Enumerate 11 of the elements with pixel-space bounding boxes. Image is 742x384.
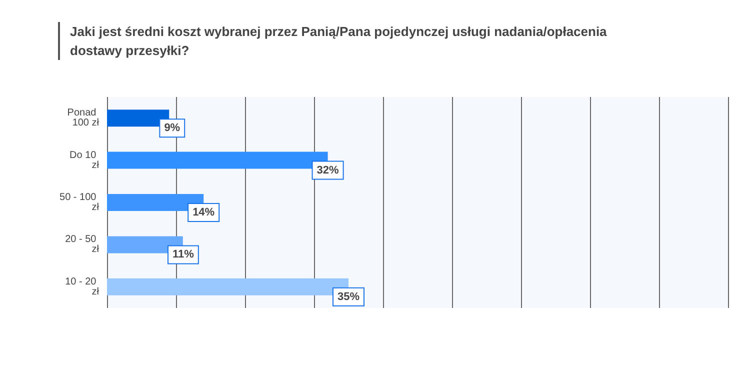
chart-title: Jaki jest średni koszt wybranej przez Panią/Pana pojedynczej usługi nadania/opłacenia dostawy przesyłki?	[58, 22, 650, 60]
data-label: 32%	[316, 164, 340, 176]
y-tick-label: Do 10 zł	[70, 150, 100, 171]
y-tick-label: 10 - 20 zł	[65, 276, 100, 298]
data-label: 9%	[164, 122, 180, 134]
data-label: 11%	[172, 248, 194, 261]
y-tick-label: 20 - 50 zł	[65, 234, 100, 256]
data-label: 35%	[337, 290, 360, 303]
y-tick-label: Ponad 100 zł	[67, 108, 100, 129]
data-label: 14%	[192, 206, 215, 218]
y-tick-label: 50 - 100 zł	[60, 192, 100, 213]
